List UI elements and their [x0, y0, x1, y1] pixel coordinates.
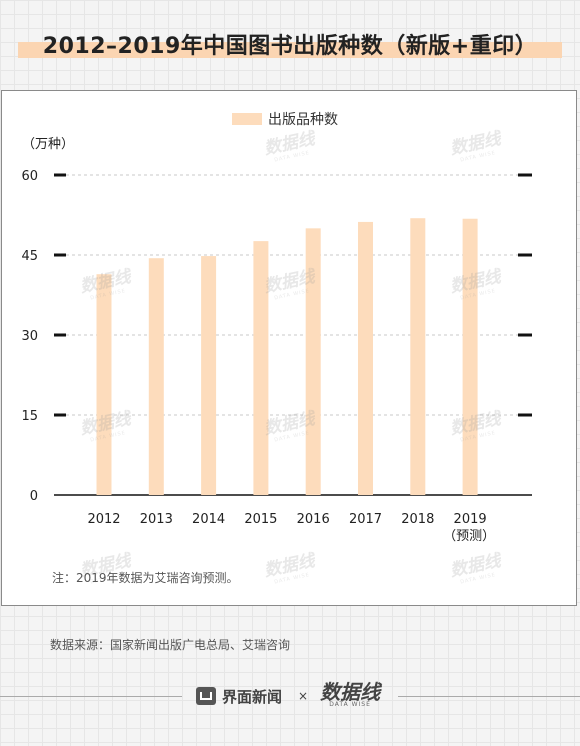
- bar-2012: [96, 274, 112, 495]
- times-sign: ×: [298, 689, 309, 703]
- bar-2019: [462, 218, 478, 495]
- bar-2017: [358, 221, 373, 495]
- title-area: 2012–2019年中国图书出版种数（新版+重印）: [0, 22, 580, 62]
- bar-2015: [253, 241, 269, 495]
- x-tick-label: 2019: [454, 512, 487, 527]
- x-tick-label: 2012: [87, 512, 120, 527]
- x-tick-label: 2013: [140, 512, 173, 527]
- x-tick-label: 2016: [297, 512, 330, 527]
- datawise-logo-subtext: DATA WISE: [329, 701, 371, 708]
- chart-panel: 0 15 30 45 60 （万种） 2012 2013 2014 2015 2016 2017 201…: [1, 90, 577, 606]
- footer-divider-right: [398, 696, 580, 697]
- title-highlight-band: [18, 42, 562, 58]
- y-tick-label: 15: [21, 409, 38, 424]
- x-tick-label: 2018: [401, 512, 434, 527]
- x-tick-label: 2014: [192, 512, 225, 527]
- x-tick-label: 2015: [244, 512, 277, 527]
- bar-2014: [201, 256, 217, 495]
- x-tick-sublabel: （预测）: [443, 529, 495, 544]
- bar-chart: 0 15 30 45 60 （万种） 2012 2013 2014 2015 2016 2017 201…: [21, 112, 532, 544]
- legend-label: 出版品种数: [268, 112, 338, 128]
- brand-name: 界面新闻: [222, 687, 283, 706]
- data-source: 数据来源：国家新闻出版广电总局、艾瑞咨询: [50, 638, 291, 652]
- bar-2013: [148, 258, 164, 495]
- footer-brand: 界面新闻 × 数据线 DATA WISE: [196, 680, 381, 709]
- x-tick-label: 2017: [349, 512, 382, 527]
- y-tick-label: 60: [21, 169, 38, 184]
- chart-title: 2012–2019年中国图书出版种数（新版+重印）: [42, 34, 538, 59]
- bar-2018: [410, 218, 426, 495]
- y-tick-label: 30: [21, 329, 38, 344]
- legend-swatch: [232, 113, 262, 125]
- footer-divider-left: [0, 696, 182, 697]
- datawise-logo: 数据线 DATA WISE: [320, 680, 381, 709]
- y-tick-label: 0: [30, 489, 38, 504]
- jiemian-logo-icon: [196, 687, 216, 705]
- datawise-logo-text: 数据线: [320, 680, 381, 704]
- y-tick-label: 45: [21, 249, 38, 264]
- chart-note: 注：2019年数据为艾瑞咨询预测。: [52, 571, 239, 585]
- y-axis-unit-label: （万种）: [22, 137, 74, 152]
- bar-2016: [305, 228, 321, 496]
